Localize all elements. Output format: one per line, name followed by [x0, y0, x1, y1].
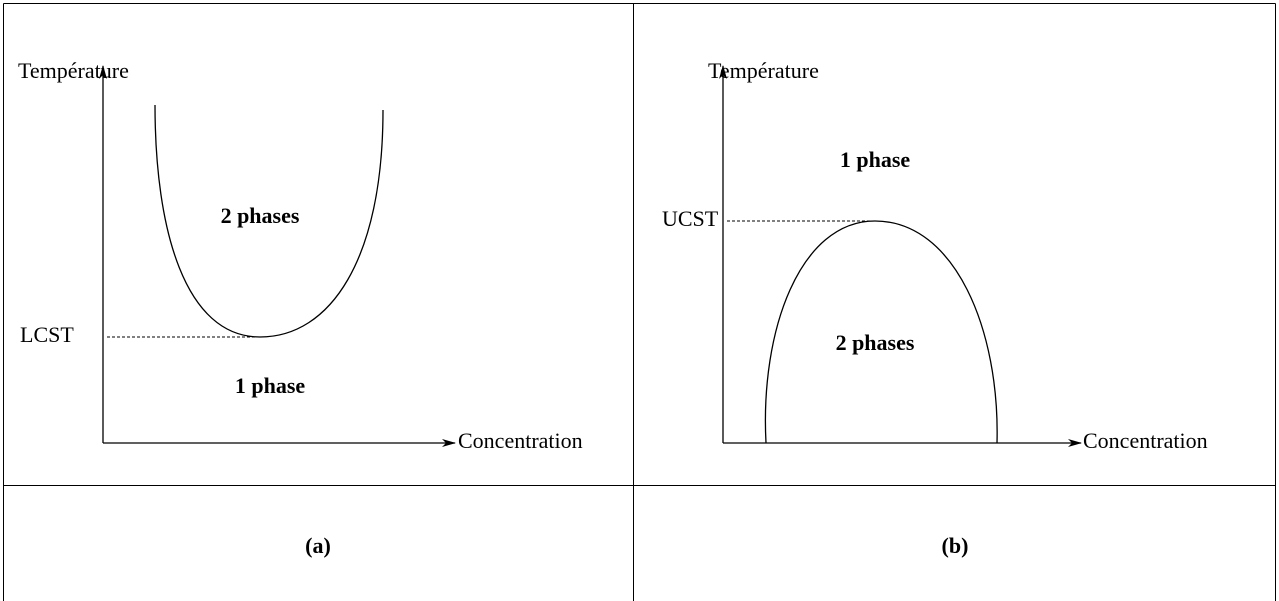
critical-label: LCST	[20, 322, 74, 347]
caption: (b)	[942, 533, 969, 558]
table-frame	[3, 3, 1276, 601]
panel-b: Température Concentration UCST 1 phase 2…	[662, 58, 1208, 558]
y-axis-label: Température	[18, 58, 129, 83]
caption: (a)	[305, 533, 331, 558]
region-label: 1 phase	[840, 147, 911, 172]
lcst-curve	[154, 104, 384, 338]
x-axis-label: Concentration	[1083, 428, 1208, 453]
region-label: 2 phases	[836, 330, 915, 355]
panel-a: Température Concentration LCST 2 phases …	[18, 58, 583, 558]
critical-label: UCST	[662, 206, 719, 231]
region-label: 2 phases	[221, 203, 300, 228]
ucst-curve	[764, 220, 998, 444]
y-axis-label: Température	[708, 58, 819, 83]
x-axis-label: Concentration	[458, 428, 583, 453]
region-label: 1 phase	[235, 373, 306, 398]
